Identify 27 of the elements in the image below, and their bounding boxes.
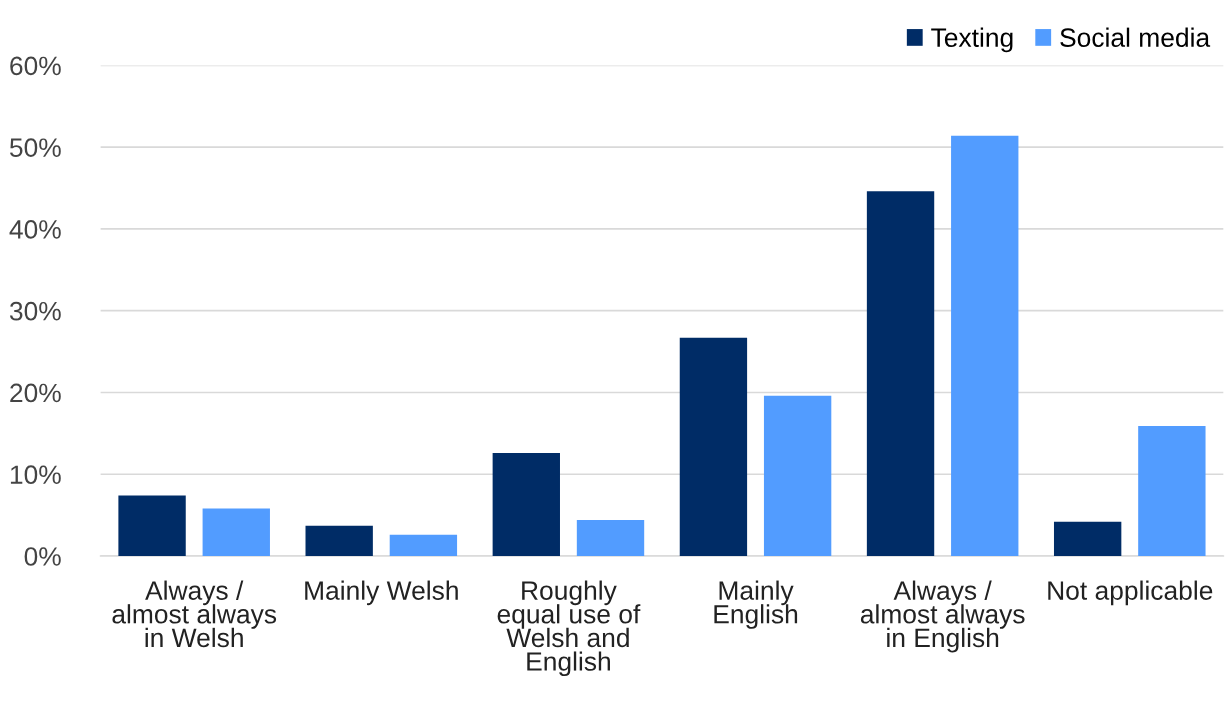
y-tick-label: 40% (9, 220, 61, 239)
bar (1053, 521, 1122, 556)
bar (951, 135, 1019, 556)
y-tick-label: 60% (10, 56, 61, 76)
bar (866, 191, 935, 556)
bar (492, 452, 560, 556)
y-tick-label: 50% (9, 138, 61, 157)
y-tick-label: 10% (10, 465, 61, 485)
legend-label: Texting (931, 27, 1013, 53)
y-tick-label: 0% (24, 547, 61, 566)
x-tick-label: Always / almost always in English (860, 580, 1025, 653)
bar (389, 534, 458, 556)
bar (202, 508, 270, 556)
bar (763, 395, 832, 556)
x-tick-label: Roughly equal use of Welsh and English (497, 580, 641, 677)
x-tick-label: Mainly Welsh (305, 580, 458, 606)
bar (1138, 426, 1206, 556)
legend-label: Social media (1060, 27, 1211, 47)
x-tick-label: Not applicable (1048, 580, 1213, 606)
bar (576, 520, 645, 556)
y-tick-label: 30% (9, 301, 61, 321)
x-tick-label: Mainly English (714, 580, 798, 629)
bar (118, 495, 186, 556)
y-tick-label: 20% (10, 383, 61, 403)
bar (305, 525, 373, 556)
bar (679, 337, 748, 556)
x-tick-label: Always / almost always in Welsh (112, 580, 277, 648)
